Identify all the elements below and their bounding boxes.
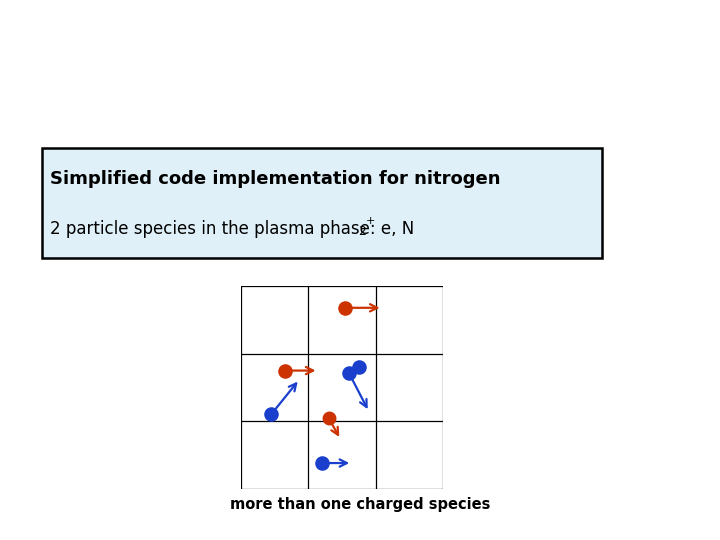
- Point: [266, 410, 277, 419]
- Point: [279, 366, 290, 375]
- Text: +: +: [366, 216, 375, 226]
- Text: 2 particle species in the plasma phase: e, N: 2 particle species in the plasma phase: …: [50, 220, 414, 238]
- Text: Simplified code implementation for nitrogen: Simplified code implementation for nitro…: [50, 170, 500, 188]
- Point: [316, 459, 328, 468]
- Point: [323, 414, 334, 422]
- Bar: [42, 148, 602, 258]
- Point: [353, 363, 364, 372]
- Point: [340, 303, 351, 312]
- Text: 2: 2: [358, 225, 366, 238]
- Point: [343, 368, 354, 377]
- Text: more than one charged species: more than one charged species: [230, 497, 490, 512]
